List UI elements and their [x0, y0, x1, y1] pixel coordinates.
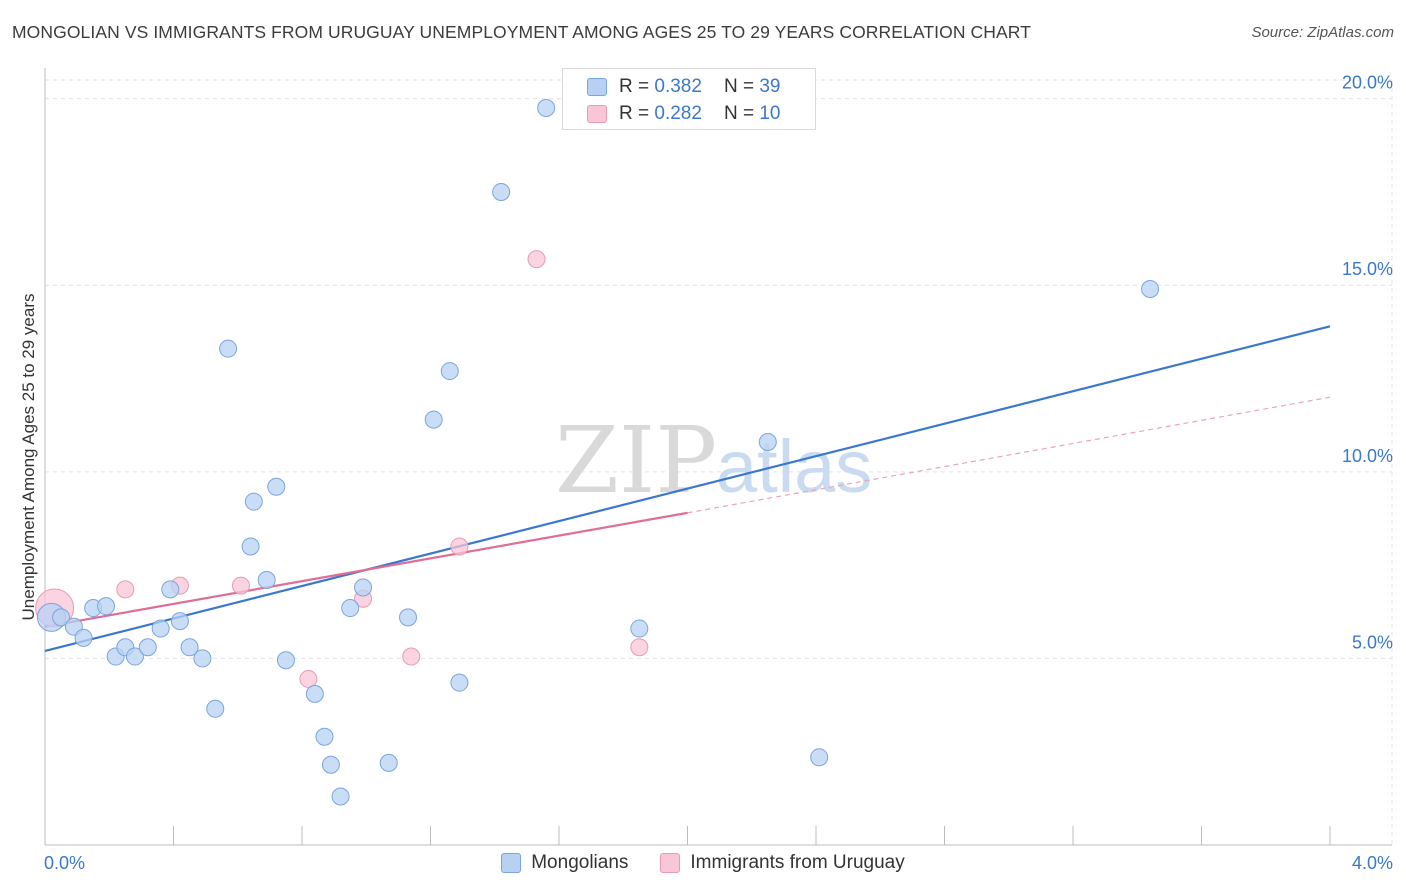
- point-mongolian: [630, 619, 649, 638]
- chart-title: MONGOLIAN VS IMMIGRANTS FROM URUGUAY UNE…: [12, 22, 1031, 42]
- y-tick-label: 15.0%: [1342, 259, 1393, 279]
- legend-n-label: N =: [723, 103, 755, 124]
- point-mongolian: [315, 727, 334, 746]
- point-mongolian: [151, 619, 170, 638]
- point-mongolian: [424, 410, 443, 429]
- point-mongolian: [219, 339, 238, 358]
- point-uruguay: [231, 576, 250, 595]
- watermark-atlas: atlas: [716, 425, 872, 508]
- bottom-legend-label-uruguay: Immigrants from Uruguay: [690, 852, 905, 873]
- point-mongolian: [257, 571, 276, 590]
- x-tick-label-max: 4.0%: [1351, 853, 1393, 873]
- legend-swatch-uruguay: [587, 105, 607, 123]
- point-mongolian: [331, 787, 350, 806]
- point-mongolian: [810, 748, 829, 767]
- watermark: ZIP atlas: [555, 407, 872, 514]
- point-mongolian: [492, 182, 511, 201]
- legend-swatch-mongolians: [587, 78, 607, 96]
- point-mongolian: [180, 638, 199, 657]
- y-tick-label: 10.0%: [1342, 446, 1393, 466]
- point-mongolian: [276, 651, 295, 670]
- point-mongolian: [244, 492, 263, 511]
- point-mongolian: [758, 432, 777, 451]
- trend-line-uruguay-extension: [687, 396, 1331, 514]
- point-uruguay: [299, 669, 318, 688]
- point-mongolian: [206, 699, 225, 718]
- bottom-legend-label-mongolians: Mongolians: [531, 852, 629, 873]
- legend-n-value: 10: [759, 103, 781, 124]
- legend-row-mongolians: R = 0.382 N = 39: [587, 75, 780, 99]
- bottom-legend-uruguay: Immigrants from Uruguay: [660, 852, 905, 874]
- point-mongolian: [161, 580, 180, 599]
- legend-n-label: N =: [723, 76, 755, 97]
- legend-r-label: R =: [619, 103, 650, 124]
- bottom-legend: Mongolians Immigrants from Uruguay: [0, 852, 1406, 874]
- point-uruguay: [450, 537, 469, 556]
- x-tick-label-min: 0.0%: [44, 853, 86, 873]
- data-points: [35, 98, 1160, 806]
- point-uruguay: [630, 638, 649, 657]
- point-mongolian: [305, 684, 324, 703]
- trend-lines: [44, 325, 1331, 653]
- legend-n-value: 39: [759, 76, 781, 97]
- point-mongolian: [354, 578, 373, 597]
- trend-line-mongolians: [44, 325, 1331, 653]
- point-uruguay: [116, 580, 135, 599]
- axes: [44, 68, 1392, 846]
- point-mongolian: [379, 753, 398, 772]
- y-tick-label: 20.0%: [1342, 73, 1393, 93]
- point-uruguay: [527, 250, 546, 269]
- legend-row-uruguay: R = 0.282 N = 10: [587, 102, 780, 126]
- point-mongolian: [138, 638, 157, 657]
- point-mongolian: [193, 649, 212, 668]
- point-mongolian: [52, 608, 71, 627]
- point-mongolian: [399, 608, 418, 627]
- y-tick-labels: 5.0% 10.0% 15.0% 20.0%: [1342, 73, 1393, 653]
- point-mongolian: [170, 612, 189, 631]
- bottom-legend-swatch-mongolians: [501, 853, 522, 873]
- point-mongolian: [440, 362, 459, 381]
- point-mongolian: [1141, 279, 1160, 298]
- legend-r-label: R =: [619, 76, 650, 97]
- point-mongolian: [241, 537, 260, 556]
- y-axis-label: Unemployment Among Ages 25 to 29 years: [19, 293, 38, 621]
- watermark-zip: ZIP: [555, 407, 717, 514]
- y-tick-label: 5.0%: [1352, 632, 1393, 652]
- source-label: Source: ZipAtlas.com: [1251, 24, 1394, 41]
- legend-r-value: 0.382: [654, 76, 702, 97]
- trend-line-uruguay: [44, 511, 688, 628]
- bottom-legend-mongolians: Mongolians: [501, 852, 628, 874]
- point-mongolian: [450, 673, 469, 692]
- point-uruguay: [402, 647, 421, 666]
- point-mongolian: [537, 98, 556, 117]
- bottom-legend-swatch-uruguay: [660, 853, 681, 873]
- legend-r-value: 0.282: [654, 103, 702, 124]
- legend: R = 0.382 N = 39 R = 0.282 N = 10: [562, 68, 816, 130]
- point-mongolian: [125, 647, 144, 666]
- point-mongolian: [321, 755, 340, 774]
- point-mongolian: [267, 477, 286, 496]
- point-mongolian: [97, 597, 116, 616]
- point-mongolian: [341, 599, 360, 618]
- point-mongolian: [74, 628, 93, 647]
